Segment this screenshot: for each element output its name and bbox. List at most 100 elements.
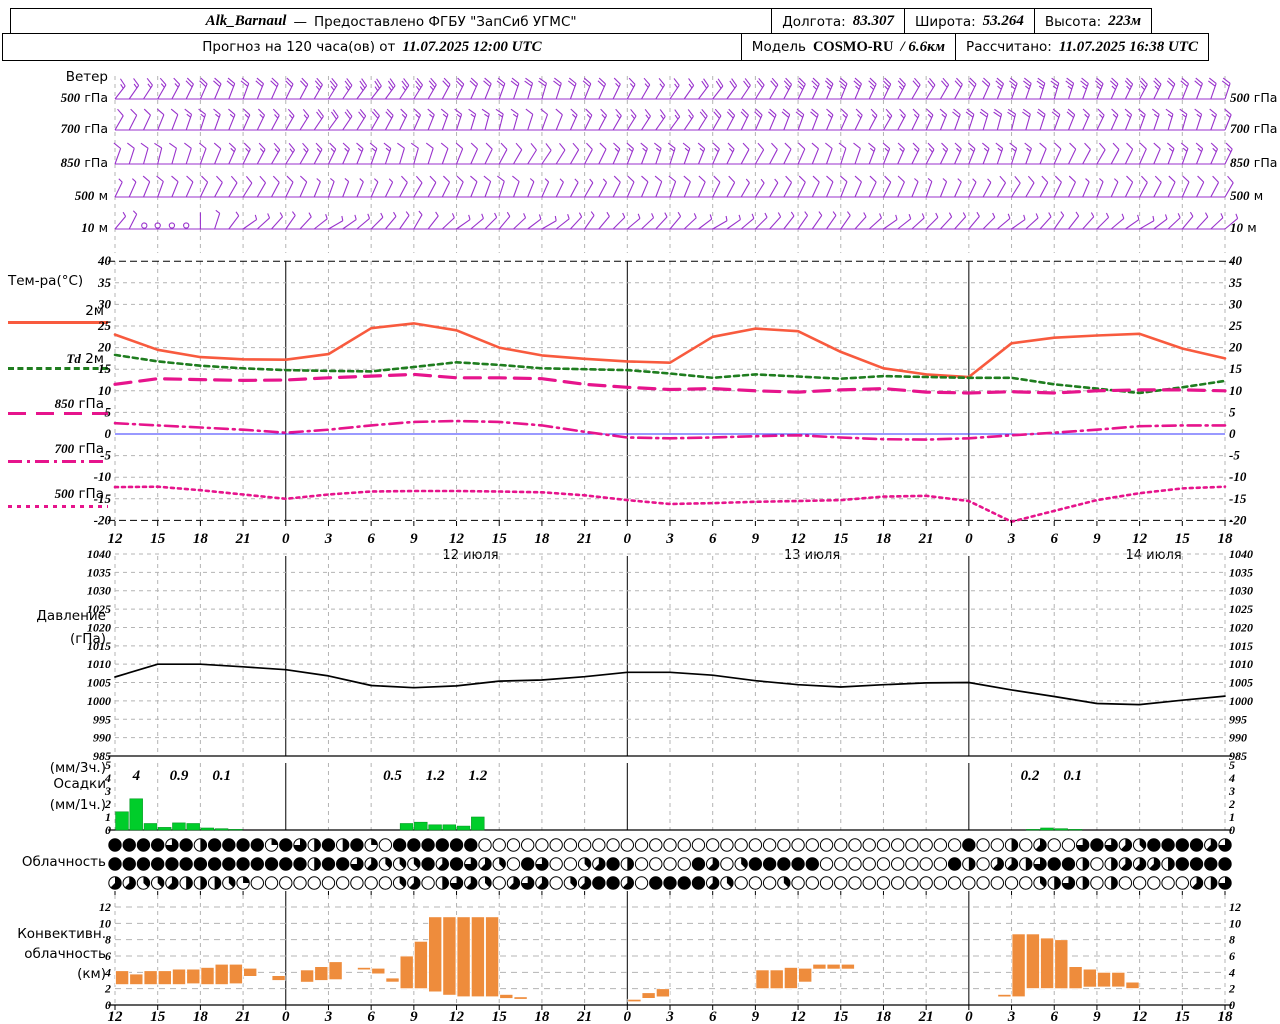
svg-text:0.5: 0.5 (383, 768, 402, 784)
svg-text:6: 6 (1050, 531, 1058, 547)
svg-text:21: 21 (576, 1009, 592, 1024)
svg-text:1.2: 1.2 (469, 768, 488, 784)
legend-label-td2m: Td 2м (66, 351, 104, 367)
svg-text:21: 21 (235, 531, 251, 547)
svg-text:0: 0 (105, 998, 111, 1012)
svg-text:15: 15 (833, 531, 849, 547)
wind-level-850hpa-right: 850 гПа (1230, 155, 1278, 170)
svg-text:18: 18 (876, 1009, 892, 1024)
conv-title-line2: облачность (24, 946, 106, 962)
svg-text:30: 30 (97, 296, 112, 311)
svg-text:12: 12 (449, 531, 465, 547)
svg-text:3: 3 (1007, 1009, 1016, 1024)
precip-title: Осадки (53, 776, 106, 792)
model-resolution: / 6.6км (900, 38, 946, 55)
wind-panel-title: Ветер (65, 69, 108, 85)
svg-text:21: 21 (918, 1009, 934, 1024)
latitude-label: Широта: (914, 13, 976, 30)
svg-text:12 июля: 12 июля (442, 548, 498, 563)
legend-line-500hpa (8, 505, 108, 508)
calculated-cell: Рассчитано: 11.07.2025 16:38 UTC (955, 34, 1208, 60)
svg-text:18: 18 (876, 531, 892, 547)
svg-text:990: 990 (93, 731, 111, 745)
svg-text:995: 995 (1229, 712, 1247, 726)
svg-text:985: 985 (1229, 749, 1247, 763)
svg-text:4: 4 (1228, 771, 1235, 785)
wind-level-500hpa-right: 500 гПа (1230, 90, 1278, 105)
svg-text:0.1: 0.1 (1063, 768, 1082, 784)
wind-level-500m-right: 500 м (1230, 188, 1264, 203)
svg-text:-20: -20 (94, 512, 112, 527)
svg-text:0.2: 0.2 (1021, 768, 1040, 784)
legend-line-700hpa (8, 460, 108, 463)
svg-text:6: 6 (709, 531, 717, 547)
svg-text:1015: 1015 (1229, 639, 1253, 653)
longitude-value: 83.307 (852, 13, 894, 29)
svg-text:0: 0 (282, 531, 290, 547)
svg-text:0: 0 (105, 426, 112, 441)
svg-text:2: 2 (1228, 982, 1235, 996)
svg-text:2: 2 (104, 797, 111, 811)
precip-unit-3h: (мм/3ч.) (49, 760, 106, 776)
svg-text:12: 12 (1229, 900, 1241, 914)
svg-text:0: 0 (105, 823, 111, 837)
provider-text: Предоставлено ФГБУ "ЗапСиб УГМС" (313, 13, 577, 30)
svg-text:0: 0 (1229, 823, 1235, 837)
svg-text:6: 6 (1229, 949, 1235, 963)
svg-text:1: 1 (105, 810, 111, 824)
legend-line-850hpa (8, 412, 108, 415)
svg-text:0.1: 0.1 (212, 768, 231, 784)
wind-panel (113, 76, 1239, 253)
wind-level-10m-right: 10 м (1230, 220, 1257, 235)
temperature-series-700гПа (113, 419, 1227, 441)
altitude-label: Высота: (1044, 13, 1102, 30)
svg-text:1010: 1010 (1229, 657, 1253, 671)
svg-text:35: 35 (97, 275, 112, 290)
svg-text:5: 5 (105, 404, 112, 419)
conv-title-line1: Конвективн. (17, 926, 106, 942)
svg-text:0: 0 (624, 531, 632, 547)
svg-text:14 июля: 14 июля (1126, 548, 1182, 563)
svg-text:9: 9 (1093, 531, 1101, 547)
station-name: Alk_Barnaul (205, 13, 287, 29)
svg-text:12: 12 (1132, 1009, 1148, 1024)
svg-text:15: 15 (1175, 1009, 1191, 1024)
svg-text:1040: 1040 (87, 547, 111, 561)
svg-text:30: 30 (1228, 296, 1243, 311)
svg-text:1005: 1005 (1229, 676, 1253, 690)
svg-text:995: 995 (93, 712, 111, 726)
svg-text:35: 35 (1228, 275, 1243, 290)
svg-text:1000: 1000 (87, 694, 111, 708)
dash: — (293, 13, 307, 30)
forecast-label: Прогноз на 120 часа(ов) от (202, 39, 396, 55)
svg-text:1015: 1015 (87, 639, 111, 653)
svg-text:18: 18 (534, 1009, 550, 1024)
svg-text:0.9: 0.9 (170, 768, 189, 784)
svg-text:1005: 1005 (87, 676, 111, 690)
svg-text:10: 10 (1229, 383, 1243, 398)
svg-text:18: 18 (193, 1009, 209, 1024)
svg-text:6: 6 (709, 1009, 717, 1024)
svg-text:1025: 1025 (1229, 602, 1253, 616)
header-row-1: Alk_Barnaul — Предоставлено ФГБУ "ЗапСиб… (10, 8, 1152, 35)
temperature-series-850гПа (113, 372, 1227, 395)
model-label: Модель (751, 39, 806, 55)
svg-text:1030: 1030 (87, 584, 111, 598)
wind-level-500hpa-left: 500 гПа (60, 90, 108, 105)
svg-text:6: 6 (1050, 1009, 1058, 1024)
run-time: 11.07.2025 12:00 UTC (402, 38, 542, 55)
conv-title-line3: (км) (77, 966, 106, 982)
svg-text:-15: -15 (1229, 491, 1247, 506)
pressure-title-line1: Давление (36, 608, 106, 624)
svg-text:-5: -5 (1229, 448, 1240, 463)
legend-label-2m: 2м (85, 303, 104, 319)
svg-text:18: 18 (1218, 1009, 1234, 1024)
pressure-title-line2: (гПа) (69, 631, 106, 647)
svg-text:15: 15 (833, 1009, 849, 1024)
legend-line-td2m (8, 367, 108, 370)
svg-text:21: 21 (235, 1009, 251, 1024)
svg-text:18: 18 (1218, 531, 1234, 547)
svg-text:1020: 1020 (87, 620, 111, 634)
